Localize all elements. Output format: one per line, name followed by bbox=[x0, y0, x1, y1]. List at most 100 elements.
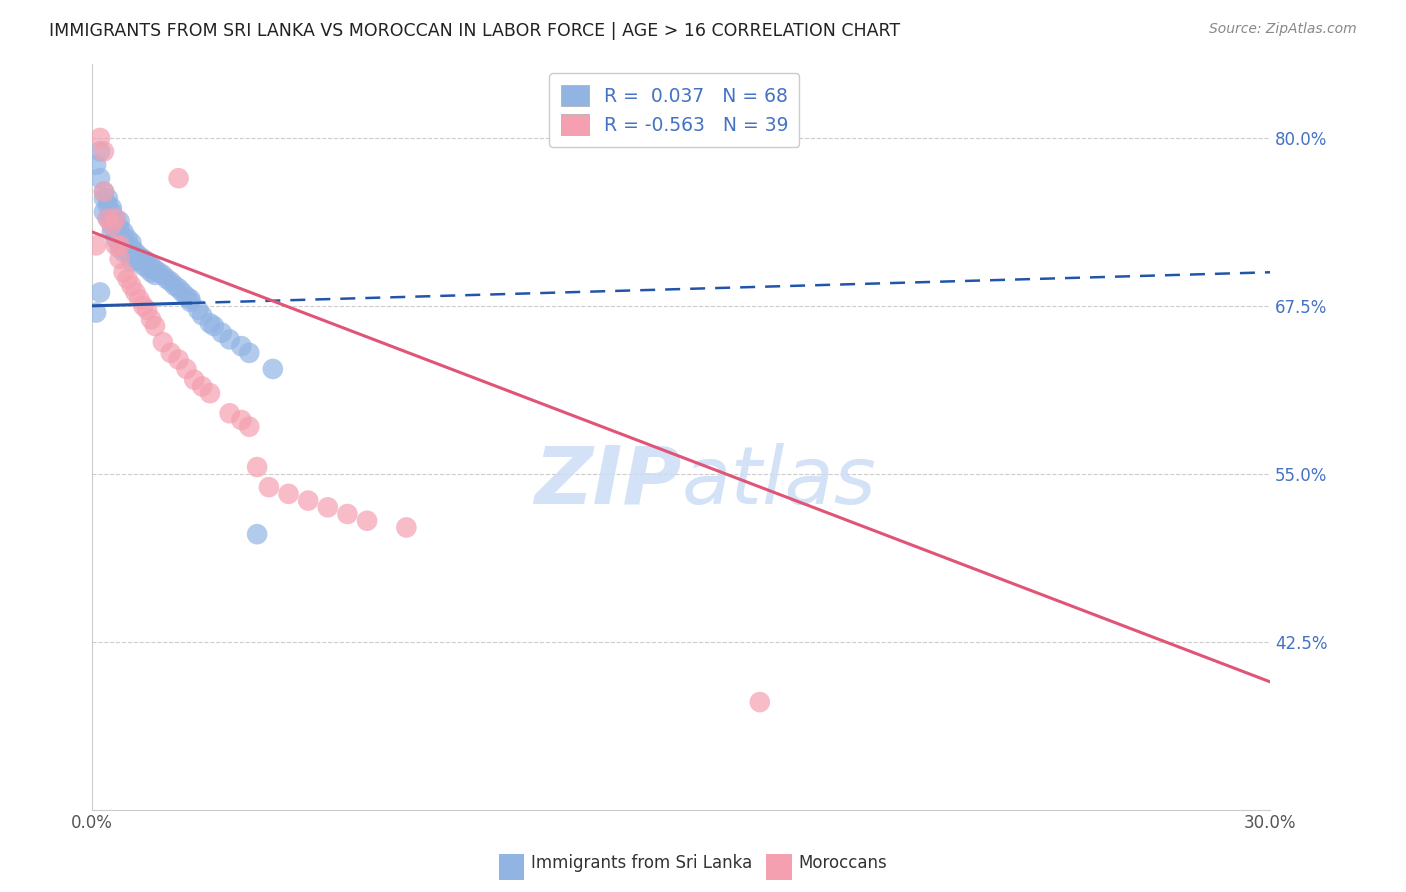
Point bbox=[198, 316, 221, 330]
Point bbox=[128, 249, 150, 263]
Point bbox=[117, 245, 139, 260]
Text: ZIP: ZIP bbox=[534, 442, 682, 521]
Point bbox=[117, 238, 139, 252]
Point bbox=[218, 406, 240, 420]
Point bbox=[112, 225, 135, 239]
Point bbox=[139, 312, 162, 326]
Point bbox=[132, 299, 155, 313]
Point bbox=[104, 211, 127, 226]
Point bbox=[179, 292, 201, 306]
Point bbox=[167, 171, 190, 186]
Point bbox=[191, 308, 214, 322]
Point bbox=[167, 352, 190, 367]
Point bbox=[124, 252, 146, 266]
Point bbox=[97, 211, 120, 226]
Point bbox=[117, 232, 139, 246]
Point bbox=[316, 500, 339, 515]
Point bbox=[139, 259, 162, 273]
Point bbox=[246, 527, 269, 541]
Point bbox=[101, 219, 124, 233]
Point bbox=[262, 362, 284, 376]
Point bbox=[84, 238, 107, 252]
Text: Source: ZipAtlas.com: Source: ZipAtlas.com bbox=[1209, 22, 1357, 37]
Point bbox=[152, 335, 174, 350]
Point bbox=[238, 346, 260, 360]
Point bbox=[108, 214, 131, 228]
Point bbox=[89, 171, 111, 186]
Point bbox=[211, 326, 233, 340]
Point bbox=[93, 204, 115, 219]
Point bbox=[179, 294, 201, 309]
Point bbox=[120, 248, 142, 262]
Point bbox=[104, 238, 127, 252]
Point bbox=[108, 241, 131, 255]
Point bbox=[152, 268, 174, 282]
Text: atlas: atlas bbox=[682, 442, 876, 521]
Point bbox=[101, 219, 124, 233]
Point bbox=[257, 480, 280, 494]
Point bbox=[128, 292, 150, 306]
Point bbox=[148, 265, 170, 279]
Point bbox=[277, 487, 299, 501]
Text: Immigrants from Sri Lanka: Immigrants from Sri Lanka bbox=[531, 855, 752, 872]
Text: Moroccans: Moroccans bbox=[799, 855, 887, 872]
Point bbox=[120, 254, 142, 268]
Point bbox=[89, 145, 111, 159]
Point bbox=[176, 289, 198, 303]
Point bbox=[748, 695, 770, 709]
Point bbox=[93, 145, 115, 159]
Point bbox=[104, 225, 127, 239]
Point bbox=[218, 333, 240, 347]
Point bbox=[336, 507, 359, 521]
Point bbox=[97, 211, 120, 226]
Point bbox=[297, 493, 319, 508]
Point bbox=[246, 460, 269, 475]
Point bbox=[120, 241, 142, 255]
Point bbox=[136, 261, 159, 276]
Point bbox=[84, 158, 107, 172]
Point bbox=[89, 285, 111, 300]
Point bbox=[187, 302, 209, 317]
Point bbox=[112, 265, 135, 279]
Point bbox=[108, 227, 131, 242]
Point bbox=[108, 238, 131, 252]
Point bbox=[97, 191, 120, 205]
Point bbox=[93, 185, 115, 199]
Point bbox=[167, 281, 190, 295]
Point bbox=[101, 204, 124, 219]
Point bbox=[143, 262, 166, 277]
Point bbox=[159, 346, 181, 360]
Point bbox=[395, 520, 418, 534]
Legend: R =  0.037   N = 68, R = -0.563   N = 39: R = 0.037 N = 68, R = -0.563 N = 39 bbox=[550, 73, 800, 147]
Point bbox=[238, 419, 260, 434]
Point bbox=[183, 373, 205, 387]
Point bbox=[202, 318, 225, 333]
Point bbox=[176, 362, 198, 376]
Point bbox=[143, 318, 166, 333]
Point bbox=[101, 225, 124, 239]
Point bbox=[84, 305, 107, 319]
Point bbox=[231, 413, 253, 427]
Point bbox=[124, 245, 146, 260]
Point bbox=[112, 232, 135, 246]
Point bbox=[139, 265, 162, 279]
Point bbox=[198, 386, 221, 401]
Point bbox=[104, 232, 127, 246]
Point bbox=[97, 198, 120, 212]
Point bbox=[89, 131, 111, 145]
Point bbox=[117, 272, 139, 286]
Point bbox=[143, 268, 166, 282]
Point bbox=[356, 514, 378, 528]
Point bbox=[132, 259, 155, 273]
Point bbox=[104, 219, 127, 233]
Text: IMMIGRANTS FROM SRI LANKA VS MOROCCAN IN LABOR FORCE | AGE > 16 CORRELATION CHAR: IMMIGRANTS FROM SRI LANKA VS MOROCCAN IN… bbox=[49, 22, 900, 40]
Point bbox=[136, 302, 159, 317]
Point bbox=[112, 245, 135, 260]
Point bbox=[156, 272, 179, 286]
Point bbox=[136, 254, 159, 268]
Point bbox=[128, 254, 150, 268]
Point bbox=[159, 275, 181, 289]
Point bbox=[93, 185, 115, 199]
Point bbox=[101, 211, 124, 226]
Point bbox=[93, 191, 115, 205]
